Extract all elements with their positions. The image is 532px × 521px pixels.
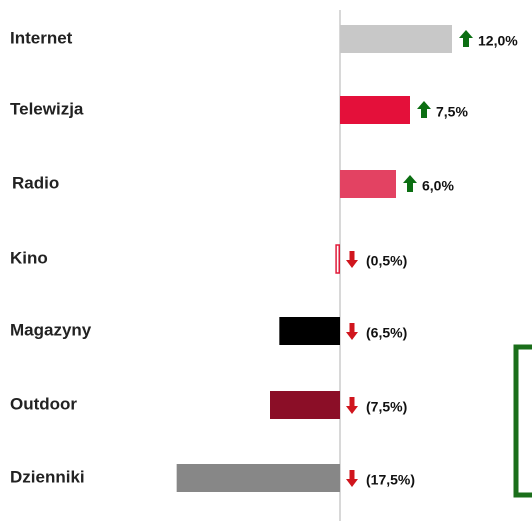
category-label: Kino [10,248,48,267]
value-label: 12,0% [478,33,518,49]
category-label: Dzienniki [10,467,85,486]
category-label: Magazyny [10,320,92,339]
value-label: (6,5%) [366,325,407,341]
value-label: (0,5%) [366,253,407,269]
category-label: Radio [12,173,59,192]
arrow-up [459,30,473,47]
side-box [513,344,532,498]
bar [335,244,341,274]
category-label: Telewizja [10,99,84,118]
bar [270,391,340,419]
bar [340,170,396,198]
category-label: Outdoor [10,394,77,413]
arrow-down [346,251,358,268]
value-label: (7,5%) [366,399,407,415]
arrow-down [346,397,358,414]
bar [279,317,340,345]
arrow-down [346,323,358,340]
arrow-down [346,470,358,487]
value-label: 6,0% [422,178,454,194]
category-label: Internet [10,28,73,47]
arrow-up [417,101,431,118]
value-label: (17,5%) [366,472,415,488]
bar [340,25,452,53]
bar [340,96,410,124]
value-label: 7,5% [436,104,468,120]
bar [176,464,340,492]
arrow-up [403,175,417,192]
